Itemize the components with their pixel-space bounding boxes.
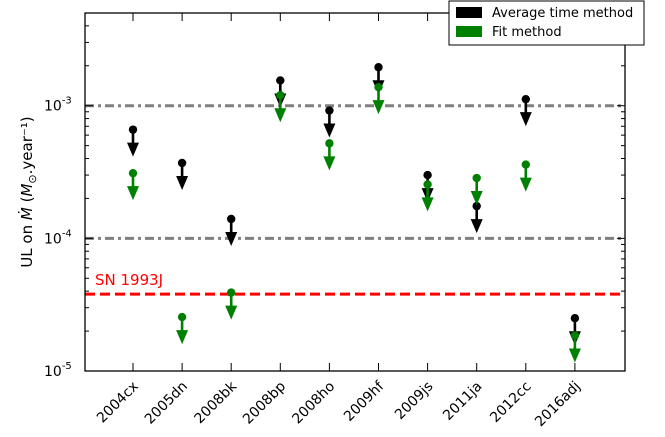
series-markers [127,63,581,363]
limit-arrow-head [372,100,385,115]
legend-label-average-time: Average time method [492,6,633,21]
upper-limit-marker [176,158,189,190]
upper-limit-marker [519,94,532,127]
series-1 [127,82,581,363]
limit-arrow-head [176,175,189,190]
limit-arrow-head [470,219,483,234]
y-axis-label-part: ⊙ [26,174,39,183]
upper-limit-marker [127,125,139,157]
reference-lines: SN 1993J [85,104,625,296]
y-ticks: 10-510-410-3 [44,12,625,380]
upper-limit-marker [568,331,581,363]
y-axis-label-part: Ṁ [17,207,36,220]
upper-limit-marker [470,201,483,234]
limit-arrow-head [519,177,532,192]
limit-arrow-head [225,305,238,320]
limit-arrow-head [127,186,139,201]
y-tick-label: 10-4 [44,228,72,247]
y-tick-label-base: 10 [44,231,62,247]
y-axis-label-part: ( [18,197,36,208]
x-tick-label-2005dn: 2005dn [142,379,191,428]
upper-limit-marker [225,288,238,320]
limit-arrow-head [323,123,336,138]
y-axis-label-part: ⁻¹ [18,122,36,136]
upper-limit-marker [225,214,238,246]
x-tick-label-2008bk: 2008bk [192,378,241,427]
upper-limit-marker [274,91,287,123]
y-axis-label: UL on Ṁ (M⊙.year⁻¹) [17,116,39,267]
plot-frame [84,12,626,372]
legend: Average time method Fit method [448,0,645,46]
limit-arrow-head [176,330,189,345]
y-tick-label: 10-3 [44,96,72,115]
x-tick-label-2012cc: 2012cc [487,379,534,426]
limit-arrow-head [127,142,139,157]
upper-limit-marker [127,168,139,201]
x-tick-label-2004cx: 2004cx [94,379,142,427]
limit-point [570,314,580,323]
x-tick-label-2008ho: 2008ho [289,379,338,428]
upper-limit-marker [421,180,434,212]
limit-arrow-head [323,156,336,171]
limit-arrow-head [568,348,581,363]
x-ticks: 2004cx 2005dn 2008bk 2008bp 2008ho 2009hf 2009… [94,13,584,430]
x-tick-label-2011ja: 2011ja [440,379,485,424]
y-tick-label-base: 10 [44,364,62,380]
y-tick-label-exponent: -4 [62,228,72,239]
upper-limit-marker [470,173,483,206]
y-axis-label-part: ) [18,116,36,122]
y-axis-label-part: M [18,184,36,197]
y-tick-label-base: 10 [44,99,62,115]
y-tick-label-exponent: -5 [62,361,72,372]
limit-point [177,312,187,322]
y-axis-label-part: .year [18,135,36,174]
y-tick-label: 10-5 [44,361,72,380]
limit-arrow-head [225,231,238,246]
legend-swatch-fit [456,26,482,37]
legend-swatch-average-time [456,7,482,18]
upper-limit-marker [519,160,532,192]
limit-arrow-head [470,191,483,206]
reference-line-label: SN 1993J [95,271,163,289]
limit-arrow-head [421,197,434,212]
x-tick-label-2016adj: 2016adj [532,379,584,431]
limit-arrow-head [519,112,532,127]
upper-limit-marker [323,139,336,171]
limit-arrow-head [274,108,287,123]
x-tick-label-2009hf: 2009hf [341,378,388,425]
y-axis-label-part: UL on [18,220,36,268]
upper-limit-marker [323,106,336,138]
legend-label-fit: Fit method [492,25,562,40]
x-tick-label-2008bp: 2008bp [240,378,289,427]
x-tick-label-2009js: 2009js [392,379,436,423]
y-tick-label-exponent: -3 [62,96,72,107]
upper-limit-marker [372,82,385,115]
limit-point [570,331,580,340]
upper-limit-marker [176,312,189,345]
